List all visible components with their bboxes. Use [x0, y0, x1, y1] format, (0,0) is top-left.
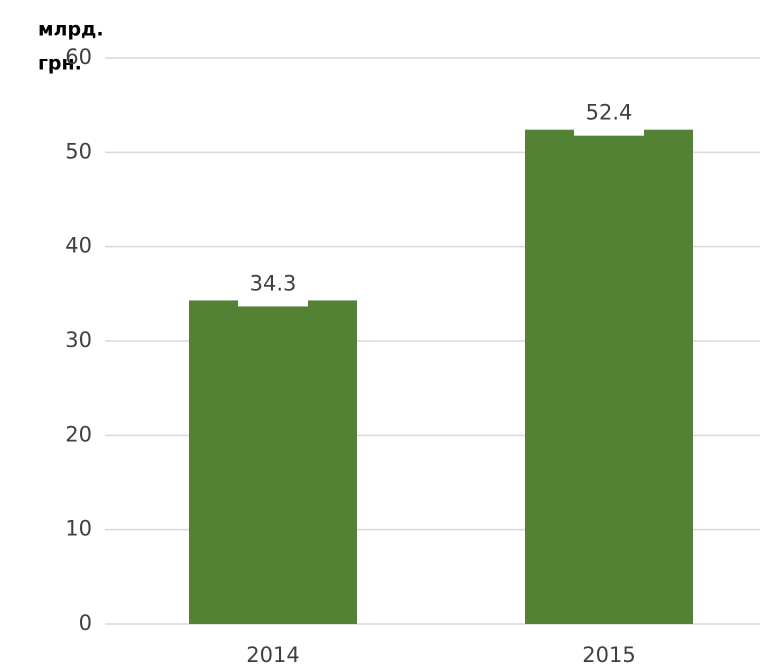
bar [525, 129, 693, 624]
y-tick-label: 40 [65, 234, 92, 258]
data-label-background [574, 97, 644, 136]
y-tick-label: 30 [65, 328, 92, 352]
y-axis-label: грн. [38, 53, 82, 75]
bar [189, 300, 357, 624]
data-label: 52.4 [586, 101, 633, 125]
data-label-background [238, 268, 308, 307]
y-tick-label: 10 [65, 517, 92, 541]
y-tick-label: 20 [65, 422, 92, 446]
x-tick-label: 2014 [246, 643, 299, 667]
y-tick-label: 0 [79, 611, 92, 635]
x-tick-label: 2015 [582, 643, 635, 667]
y-tick-label: 50 [65, 139, 92, 163]
y-tick-label: 60 [65, 45, 92, 69]
y-axis-label: млрд. [38, 19, 104, 41]
data-label: 34.3 [250, 271, 297, 295]
